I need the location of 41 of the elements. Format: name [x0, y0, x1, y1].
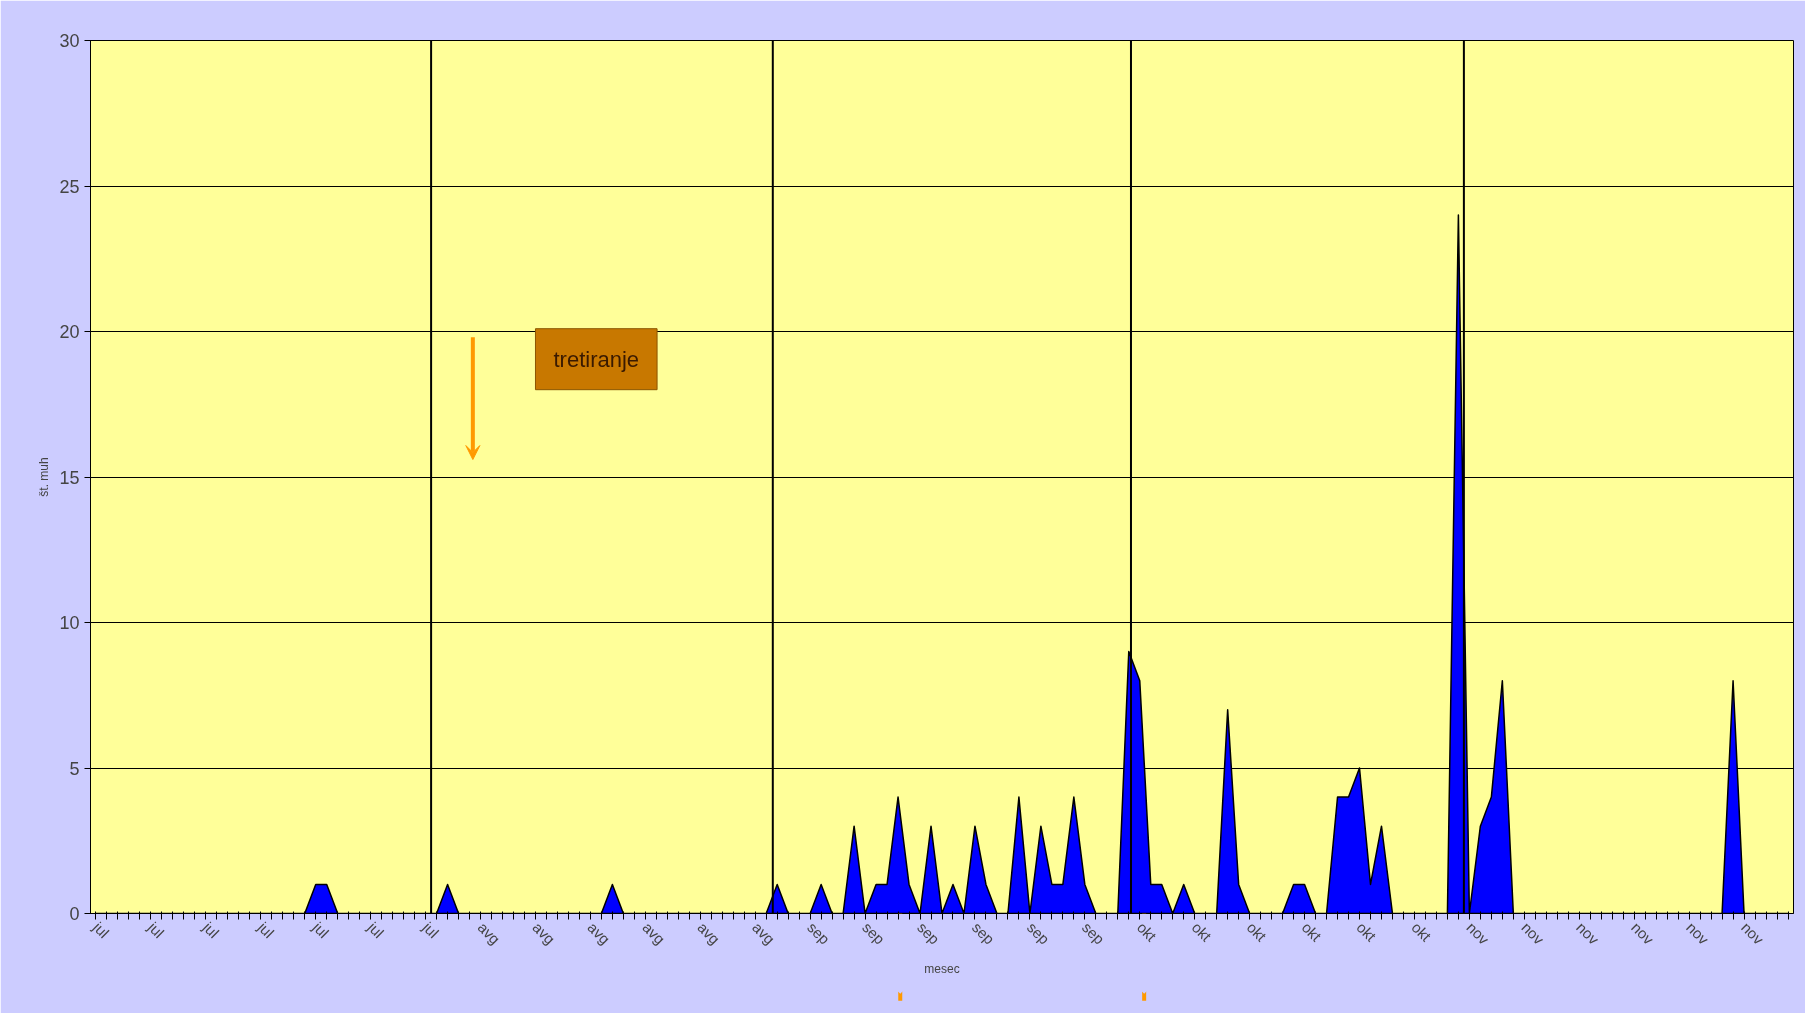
x-tick-label: sep	[1078, 918, 1108, 948]
x-tick-label: nov	[1738, 918, 1768, 948]
x-tick-label: avg	[749, 918, 779, 948]
x-tick-label: okt	[1298, 918, 1326, 946]
y-axis-title: št. muh	[37, 457, 52, 497]
x-tick-label: okt	[1353, 918, 1381, 946]
x-tick-label: avg	[474, 918, 504, 948]
x-tick-label: jul	[144, 917, 168, 942]
x-tick-label: jul	[89, 917, 113, 942]
x-tick-label: nov	[1518, 918, 1548, 948]
x-tick-label: jul	[309, 917, 333, 942]
y-tick-label: 5	[69, 758, 80, 779]
x-tick-label: jul	[418, 917, 443, 942]
x-tick-label: jul	[254, 917, 278, 942]
y-tick-label: 10	[59, 613, 80, 633]
y-tick-label: 20	[59, 322, 80, 342]
annotation: tretiranje	[553, 346, 640, 372]
x-tick-label: okt	[1408, 918, 1436, 946]
x-tick-label: jul	[199, 917, 223, 942]
x-axis-title: mesec	[924, 961, 960, 976]
x-tick-label: nov	[1463, 918, 1493, 948]
x-tick-label: sep	[859, 918, 889, 948]
x-tick-label: okt	[1243, 918, 1271, 946]
x-tick-label: jul	[363, 917, 388, 942]
x-tick-label: sep	[804, 918, 834, 948]
x-tick-label: nov	[1683, 918, 1713, 948]
y-tick-label: 0	[69, 904, 80, 924]
x-tick-label: nov	[1573, 918, 1603, 948]
x-tick-label: avg	[529, 918, 559, 948]
x-tick-label: nov	[1628, 918, 1658, 948]
x-tick-label: okt	[1133, 918, 1161, 946]
y-tick-label: 15	[59, 467, 80, 488]
x-tick-label: okt	[1188, 918, 1216, 946]
x-tick-label: avg	[639, 918, 669, 948]
x-tick-label: sep	[968, 918, 999, 948]
x-tick-label: sep	[1023, 918, 1054, 948]
x-tick-label: sep	[914, 918, 944, 948]
y-tick-label: 30	[59, 31, 80, 51]
y-tick-label: 25	[59, 176, 80, 197]
x-tick-label: avg	[694, 918, 724, 948]
x-tick-label: avg	[584, 918, 614, 948]
